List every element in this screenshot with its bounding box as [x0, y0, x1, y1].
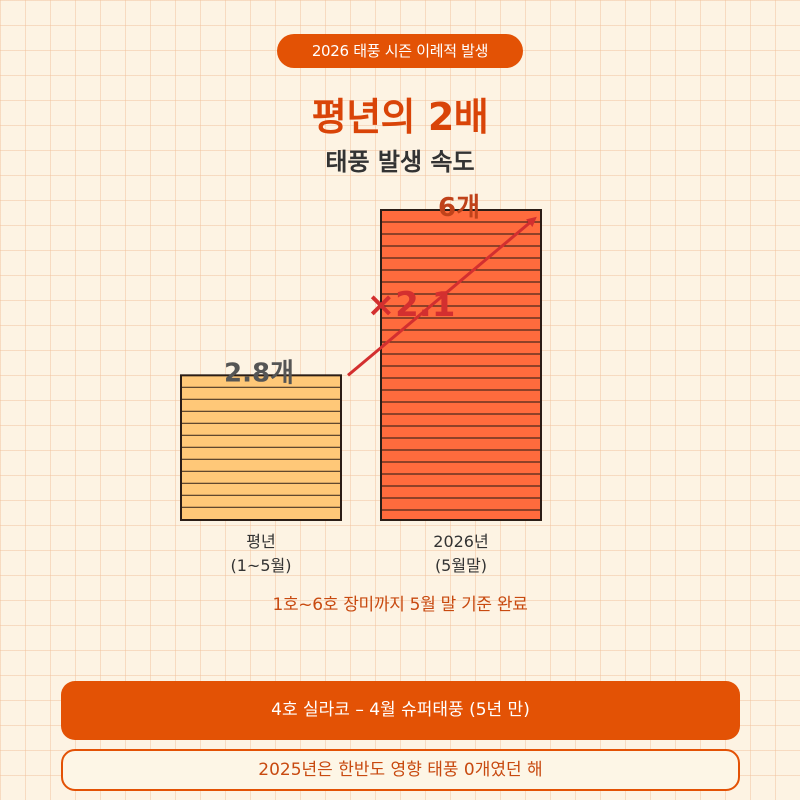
growth-arrow — [347, 216, 537, 377]
info-box: 2025년은 한반도 영향 태풍 0개였던 해 — [61, 749, 740, 791]
page-title: 평년의 2배 — [311, 95, 489, 139]
page-subtitle: 태풍 발생 속도 — [325, 148, 475, 176]
season-tag: 2026 태풍 시즌 이례적 발생 — [277, 34, 523, 68]
footnote: 1호~6호 장미까지 5월 말 기준 완료 — [272, 595, 528, 615]
category-label-2: 2026년 — [433, 532, 488, 551]
category-label-1: 평년 — [246, 532, 275, 551]
category-label-1-sub: (1~5월) — [231, 556, 292, 575]
multiplier-label: ×2.1 — [367, 285, 456, 325]
category-label-2-sub: (5월말) — [435, 556, 487, 575]
bar-2 — [380, 209, 542, 521]
value-label-1: 2.8개 — [224, 358, 294, 388]
value-label-2: 6개 — [438, 193, 480, 223]
super-typhoon-banner: 4호 실라코 – 4월 슈퍼태풍 (5년 만) — [61, 681, 740, 740]
